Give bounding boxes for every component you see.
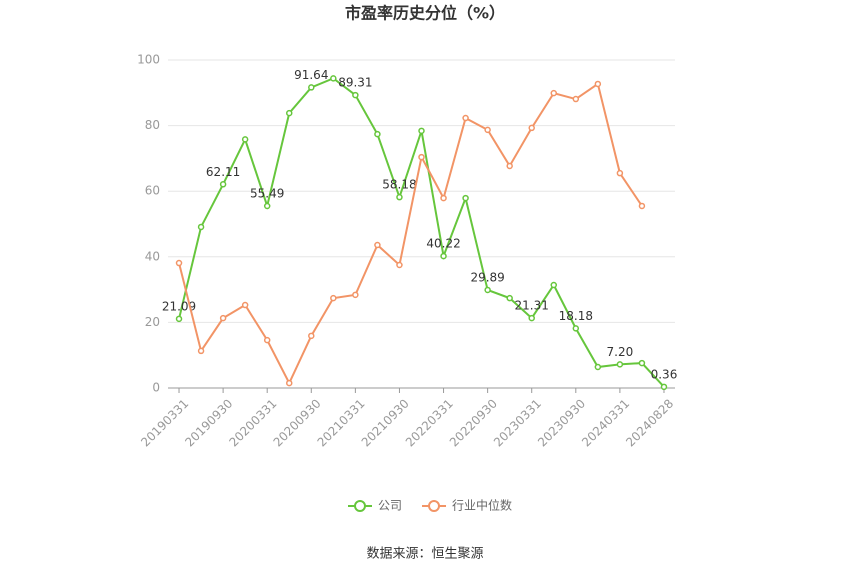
point xyxy=(418,127,425,135)
point xyxy=(352,91,359,99)
point xyxy=(263,336,271,344)
point xyxy=(484,126,491,134)
data-label: 18.18 xyxy=(559,309,593,323)
legend-label: 行业中位数 xyxy=(452,498,512,513)
data-label: 21.09 xyxy=(162,299,196,313)
y-tick-label: 40 xyxy=(145,249,160,263)
point xyxy=(440,194,447,202)
y-tick-label: 20 xyxy=(145,315,160,329)
point xyxy=(219,314,227,322)
data-label: 29.89 xyxy=(470,270,504,284)
point xyxy=(660,383,668,391)
data-label: 91.64 xyxy=(294,68,328,82)
data-label: 89.31 xyxy=(338,76,372,90)
point xyxy=(396,193,403,201)
source: 数据来源：恒生聚源 xyxy=(366,547,483,562)
point xyxy=(528,314,535,322)
point xyxy=(374,130,381,138)
legend-marker xyxy=(428,500,441,512)
point xyxy=(285,379,293,387)
point xyxy=(308,332,315,340)
point xyxy=(594,80,602,88)
x-tick-label: 20240828 xyxy=(623,396,676,449)
data-label: 58.18 xyxy=(382,178,416,192)
point xyxy=(638,202,646,210)
chart-title: 市盈率历史分位（%） xyxy=(345,4,505,23)
point xyxy=(616,169,624,177)
legend-label: 公司 xyxy=(378,499,402,513)
point xyxy=(550,89,558,97)
point xyxy=(594,363,602,371)
point xyxy=(638,359,646,367)
point xyxy=(374,241,381,249)
point xyxy=(241,136,249,143)
point xyxy=(572,325,580,332)
y-tick-label: 100 xyxy=(137,53,160,67)
data-label: 55.49 xyxy=(250,186,284,200)
point xyxy=(219,181,227,188)
point xyxy=(440,252,447,260)
point xyxy=(197,223,205,231)
series-line xyxy=(178,77,665,388)
y-tick-label: 60 xyxy=(145,184,160,198)
point xyxy=(396,261,403,269)
point xyxy=(506,162,513,170)
point xyxy=(528,124,535,132)
series-line xyxy=(178,82,643,386)
data-label: 7.20 xyxy=(607,345,634,359)
point xyxy=(175,315,183,323)
point xyxy=(352,291,359,299)
point xyxy=(175,259,183,267)
point xyxy=(572,95,580,103)
point xyxy=(308,84,315,91)
data-label: 21.31 xyxy=(515,299,549,313)
point xyxy=(462,194,469,202)
point xyxy=(263,202,271,210)
point xyxy=(462,114,469,122)
y-tick-label: 80 xyxy=(145,118,160,132)
point xyxy=(330,294,337,302)
legend-marker xyxy=(354,500,366,512)
point xyxy=(285,109,293,117)
data-label: 40.22 xyxy=(426,237,460,251)
point xyxy=(330,75,337,82)
point xyxy=(506,294,513,302)
point xyxy=(418,153,425,161)
point xyxy=(197,347,205,355)
point xyxy=(484,286,491,294)
y-tick-label: 0 xyxy=(152,381,160,395)
point xyxy=(616,361,624,368)
point xyxy=(550,281,558,289)
data-label: 0.36 xyxy=(651,367,678,381)
point xyxy=(241,301,249,309)
data-label: 62.11 xyxy=(206,165,240,179)
